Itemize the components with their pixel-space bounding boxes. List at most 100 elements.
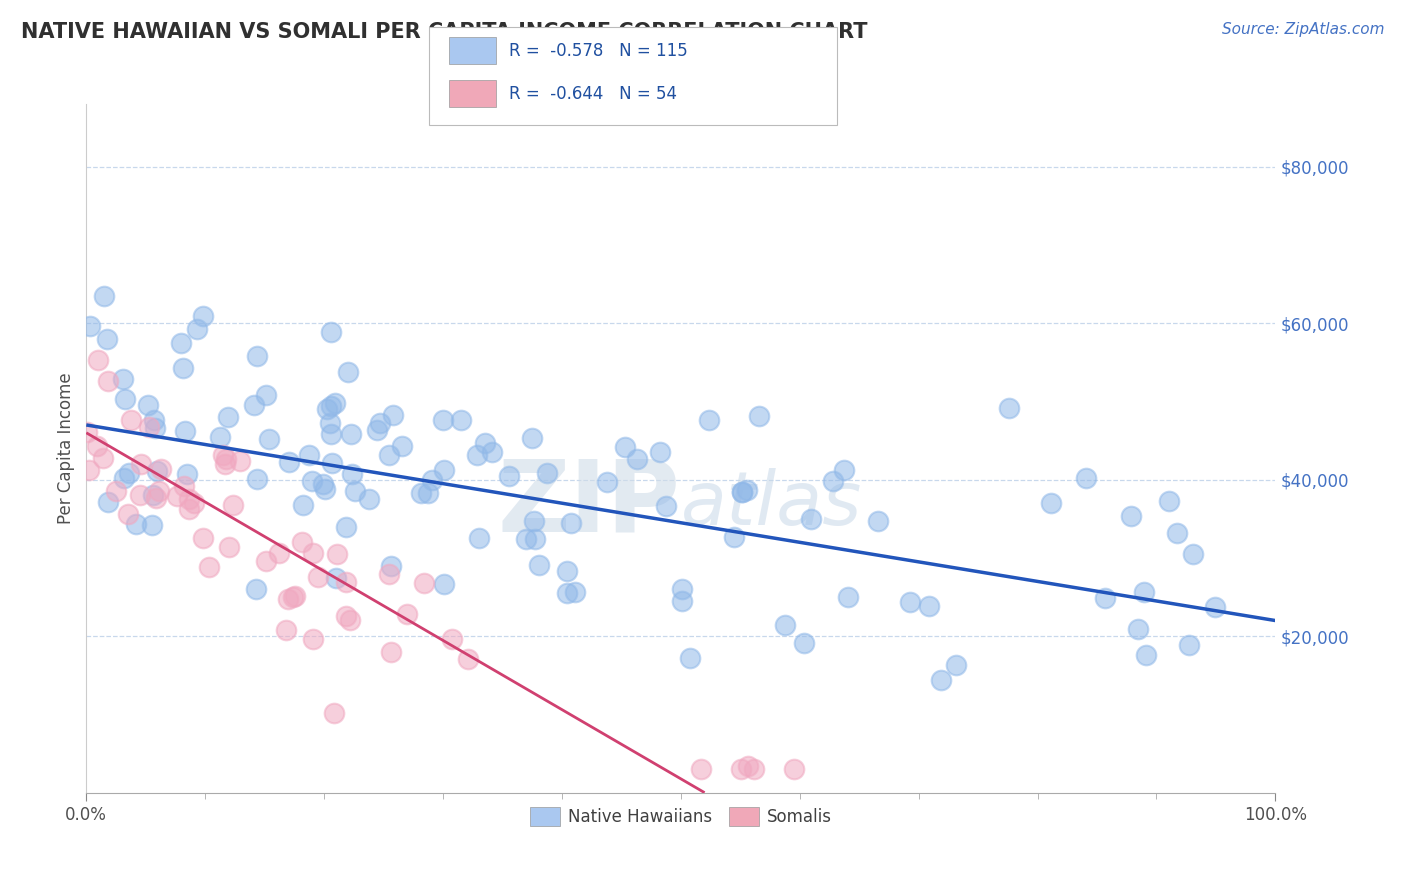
Point: [432, 412, 454, 426]
Point: [319, 427, 342, 442]
Point: [821, 474, 844, 488]
Point: [326, 548, 349, 562]
Point: [524, 532, 547, 546]
Point: [322, 706, 344, 720]
Point: [254, 388, 277, 402]
Point: [929, 673, 952, 687]
Point: [344, 484, 367, 499]
Point: [214, 457, 236, 471]
Point: [595, 475, 617, 489]
Point: [222, 498, 245, 512]
Point: [433, 577, 456, 591]
Point: [1204, 600, 1226, 615]
Point: [1178, 638, 1201, 652]
Point: [318, 416, 340, 430]
Point: [177, 491, 200, 506]
Point: [97, 495, 120, 509]
Point: [96, 332, 118, 346]
Point: [339, 614, 361, 628]
Point: [775, 618, 797, 632]
Point: [557, 564, 579, 578]
Point: [1135, 648, 1157, 663]
Point: [136, 398, 159, 412]
Point: [380, 645, 402, 659]
Point: [93, 289, 115, 303]
Text: NATIVE HAWAIIAN VS SOMALI PER CAPITA INCOME CORRELATION CHART: NATIVE HAWAIIAN VS SOMALI PER CAPITA INC…: [21, 22, 868, 42]
Point: [77, 463, 100, 477]
Point: [120, 413, 142, 427]
Point: [307, 569, 329, 583]
Point: [335, 520, 357, 534]
Point: [145, 464, 167, 478]
Point: [166, 489, 188, 503]
Point: [536, 467, 558, 481]
Point: [1119, 509, 1142, 524]
Point: [783, 762, 806, 776]
Point: [357, 492, 380, 507]
Point: [737, 758, 759, 772]
Point: [1074, 470, 1097, 484]
Point: [523, 514, 546, 528]
Point: [380, 559, 402, 574]
Point: [117, 507, 139, 521]
Point: [291, 535, 314, 549]
Point: [173, 478, 195, 492]
Point: [1166, 526, 1188, 541]
Point: [91, 451, 114, 466]
Point: [112, 471, 135, 485]
Point: [730, 762, 752, 776]
Point: [918, 599, 941, 613]
Point: [335, 574, 357, 589]
Point: [269, 546, 291, 560]
Point: [432, 463, 454, 477]
Text: atlas: atlas: [681, 467, 862, 540]
Point: [1181, 547, 1204, 561]
Point: [366, 424, 388, 438]
Point: [498, 468, 520, 483]
Point: [301, 546, 323, 560]
Point: [315, 401, 337, 416]
Point: [614, 440, 637, 454]
Point: [150, 462, 173, 476]
Point: [142, 413, 165, 427]
Point: [229, 454, 252, 468]
Point: [1040, 496, 1063, 510]
Point: [245, 582, 267, 596]
Point: [114, 392, 136, 407]
Point: [138, 419, 160, 434]
Point: [208, 430, 231, 444]
Point: [141, 518, 163, 533]
Point: [378, 567, 401, 582]
Point: [142, 488, 165, 502]
Point: [900, 595, 922, 609]
Point: [177, 501, 200, 516]
Point: [215, 451, 238, 466]
Point: [174, 424, 197, 438]
Point: [186, 322, 208, 336]
Point: [79, 318, 101, 333]
Point: [422, 473, 444, 487]
Point: [104, 483, 127, 498]
Point: [650, 444, 672, 458]
Point: [340, 467, 363, 481]
Point: [440, 632, 463, 647]
Point: [395, 607, 418, 621]
Point: [218, 541, 240, 555]
Legend: Native Hawaiians, Somalis: Native Hawaiians, Somalis: [523, 800, 839, 832]
Point: [129, 488, 152, 502]
Point: [868, 514, 890, 528]
Point: [564, 584, 586, 599]
Point: [793, 635, 815, 649]
Text: R =  -0.578   N = 115: R = -0.578 N = 115: [509, 42, 688, 60]
Point: [319, 399, 342, 413]
Point: [335, 608, 357, 623]
Point: [281, 590, 304, 604]
Point: [832, 462, 855, 476]
Point: [311, 477, 333, 491]
Point: [323, 396, 346, 410]
Point: [86, 439, 108, 453]
Point: [411, 486, 433, 500]
Point: [555, 585, 578, 599]
Point: [679, 651, 702, 665]
Point: [301, 632, 323, 646]
